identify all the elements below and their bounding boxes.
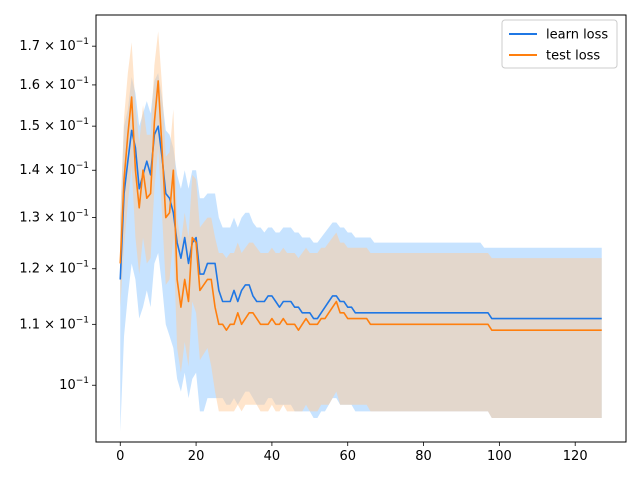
line-test-loss: [119, 80, 602, 331]
x-tick-label: 0: [116, 449, 124, 464]
y-tick-label: 1.6 × 10−1: [19, 76, 89, 93]
y-tick-label: 1.1 × 10−1: [19, 315, 89, 332]
x-tick-label: 100: [487, 449, 512, 464]
y-tick-label: 1.5 × 10−1: [19, 117, 89, 134]
y-axis-ticks: 10−1 1.1 × 10−1 1.2 × 10−1 1.3 × 10−1 1.4 × …: [19, 37, 96, 393]
y-tick-label: 1.3 × 10−1: [19, 209, 89, 226]
y-tick-label: 1.7 × 10−1: [19, 37, 89, 54]
legend-label-learn-loss: learn loss: [546, 28, 608, 43]
legend: learn loss test loss: [501, 19, 618, 69]
x-tick-label: 20: [188, 449, 205, 464]
x-tick-label: 60: [339, 449, 356, 464]
x-tick-label: 40: [264, 449, 281, 464]
plot-frame: [95, 14, 627, 443]
y-tick-label: 1.4 × 10−1: [19, 161, 89, 178]
y-tick-label: 1.2 × 10−1: [19, 260, 89, 277]
x-axis-ticks: 0 20 40 60 80 100 120: [116, 442, 588, 464]
x-tick-label: 80: [415, 449, 432, 464]
series-lines: [119, 80, 602, 331]
y-tick-label: 10−1: [59, 376, 89, 393]
legend-label-test-loss: test loss: [546, 49, 600, 64]
x-tick-label: 120: [563, 449, 588, 464]
line-learn-loss: [119, 125, 602, 320]
